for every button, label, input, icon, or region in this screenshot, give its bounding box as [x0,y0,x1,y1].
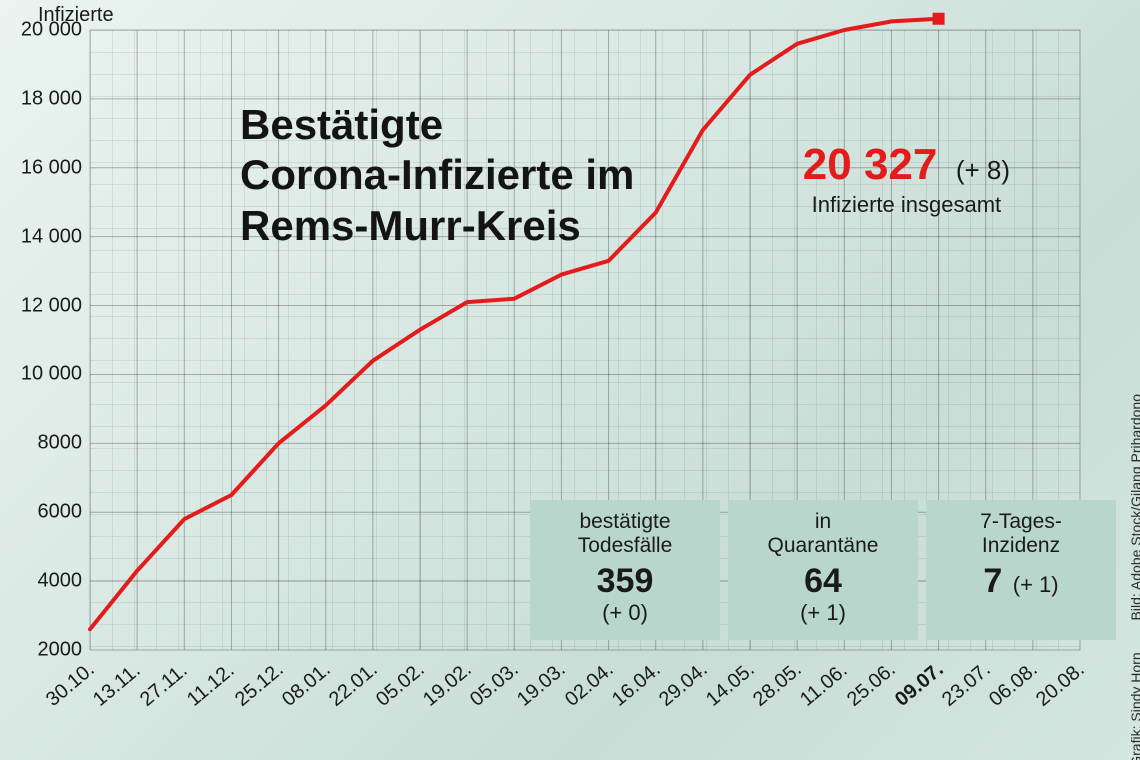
x-tick-label: 23.07. [938,658,995,711]
x-tick-label: 22.01. [325,658,382,711]
stat-box-quarantine: in Quarantäne 64 (+ 1) [728,500,918,640]
x-tick-label: 20.08. [1032,658,1089,711]
x-tick-label: 11.06. [796,659,852,711]
y-tick-label: 8000 [38,432,83,455]
y-tick-label: 12 000 [21,294,82,317]
stat-value: 359 [538,564,712,600]
stat-box-deaths: bestätigte Todesfälle 359 (+ 0) [530,500,720,640]
x-tick-label: 28.05. [749,658,806,711]
total-delta: (+ 8) [956,155,1010,186]
plot-area: Bestätigte Corona-Infizierte im Rems-Mur… [90,30,1080,650]
total-callout: 20 327 (+ 8) Infizierte insgesamt [803,140,1010,218]
y-tick-label: 20 000 [21,19,82,42]
stat-boxes: bestätigte Todesfälle 359 (+ 0) in Quara… [530,500,1116,640]
total-subtitle: Infizierte insgesamt [803,192,1010,218]
stat-label: in Quarantäne [736,510,910,558]
y-tick-label: 14 000 [21,225,82,248]
x-tick-label: 09.07. [891,658,948,711]
stat-delta: (+ 1) [736,600,910,626]
stat-label: 7-Tages- Inzidenz [934,510,1108,558]
y-tick-label: 6000 [38,501,83,524]
stat-delta: (+ 0) [538,600,712,626]
credits: Quelle: LRA Rems-Murr Grafik: Sindy Horn… [1128,380,1140,760]
x-tick-label: 02.04. [561,658,618,711]
stat-delta: (+ 1) [1013,572,1059,597]
total-value: 20 327 [803,140,938,190]
stat-value: 7 [983,562,1002,600]
x-tick-label: 14.05. [702,658,759,711]
x-tick-label: 25.06. [843,658,900,711]
x-tick-label: 08.01. [278,658,335,711]
x-tick-label: 29.04. [655,658,712,711]
x-tick-label: 19.03. [513,658,570,711]
y-tick-label: 18 000 [21,87,82,110]
stat-box-incidence: 7-Tages- Inzidenz 7 (+ 1) [926,500,1116,640]
chart-container: Infizierte Bestätigte Corona-Infizierte … [0,0,1140,760]
stat-label: bestätigte Todesfälle [538,510,712,558]
x-tick-label: 05.02. [372,658,429,711]
credit-image: Bild: Adobe Stock/Gilang Prihardono [1128,394,1140,620]
x-tick-label: 11.12. [183,659,239,711]
chart-title: Bestätigte Corona-Infizierte im Rems-Mur… [240,100,634,251]
y-tick-label: 2000 [38,639,83,662]
credit-graphic: Grafik: Sindy Horn [1128,652,1140,760]
y-tick-label: 10 000 [21,363,82,386]
y-tick-label: 16 000 [21,156,82,179]
x-tick-label: 06.08. [985,658,1042,711]
x-tick-label: 13.11. [89,659,145,711]
x-tick-label: 16.04. [608,658,665,711]
y-tick-label: 4000 [38,570,83,593]
x-tick-label: 25.12. [231,658,288,711]
x-tick-label: 27.11. [136,659,192,711]
x-tick-label: 30.10. [42,658,99,711]
x-tick-label: 19.02. [419,658,476,711]
stat-value: 64 [736,564,910,600]
x-tick-label: 05.03. [466,658,523,711]
